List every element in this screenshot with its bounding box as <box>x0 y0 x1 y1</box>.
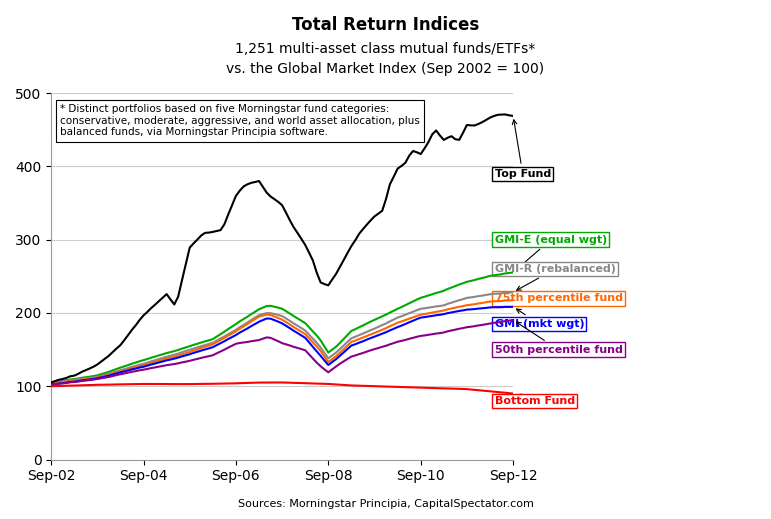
Text: GMI-E (equal wgt): GMI-E (equal wgt) <box>495 235 607 270</box>
Text: Total Return Indices: Total Return Indices <box>292 16 479 34</box>
Text: 75th percentile fund: 75th percentile fund <box>495 293 623 303</box>
Text: vs. the Global Market Index (Sep 2002 = 100): vs. the Global Market Index (Sep 2002 = … <box>227 62 544 76</box>
Text: GMI (mkt wgt): GMI (mkt wgt) <box>495 309 584 329</box>
Text: * Distinct portfolios based on five Morningstar fund categories:
conservative, m: * Distinct portfolios based on five Morn… <box>60 104 420 138</box>
Text: 50th percentile fund: 50th percentile fund <box>495 322 622 354</box>
Text: Bottom Fund: Bottom Fund <box>495 394 574 406</box>
Text: GMI-R (rebalanced): GMI-R (rebalanced) <box>495 264 615 290</box>
Text: Top Fund: Top Fund <box>495 120 551 179</box>
Text: Sources: Morningstar Principia, CapitalSpectator.com: Sources: Morningstar Principia, CapitalS… <box>237 499 534 509</box>
Text: 1,251 multi-asset class mutual funds/ETFs*: 1,251 multi-asset class mutual funds/ETF… <box>235 42 536 56</box>
